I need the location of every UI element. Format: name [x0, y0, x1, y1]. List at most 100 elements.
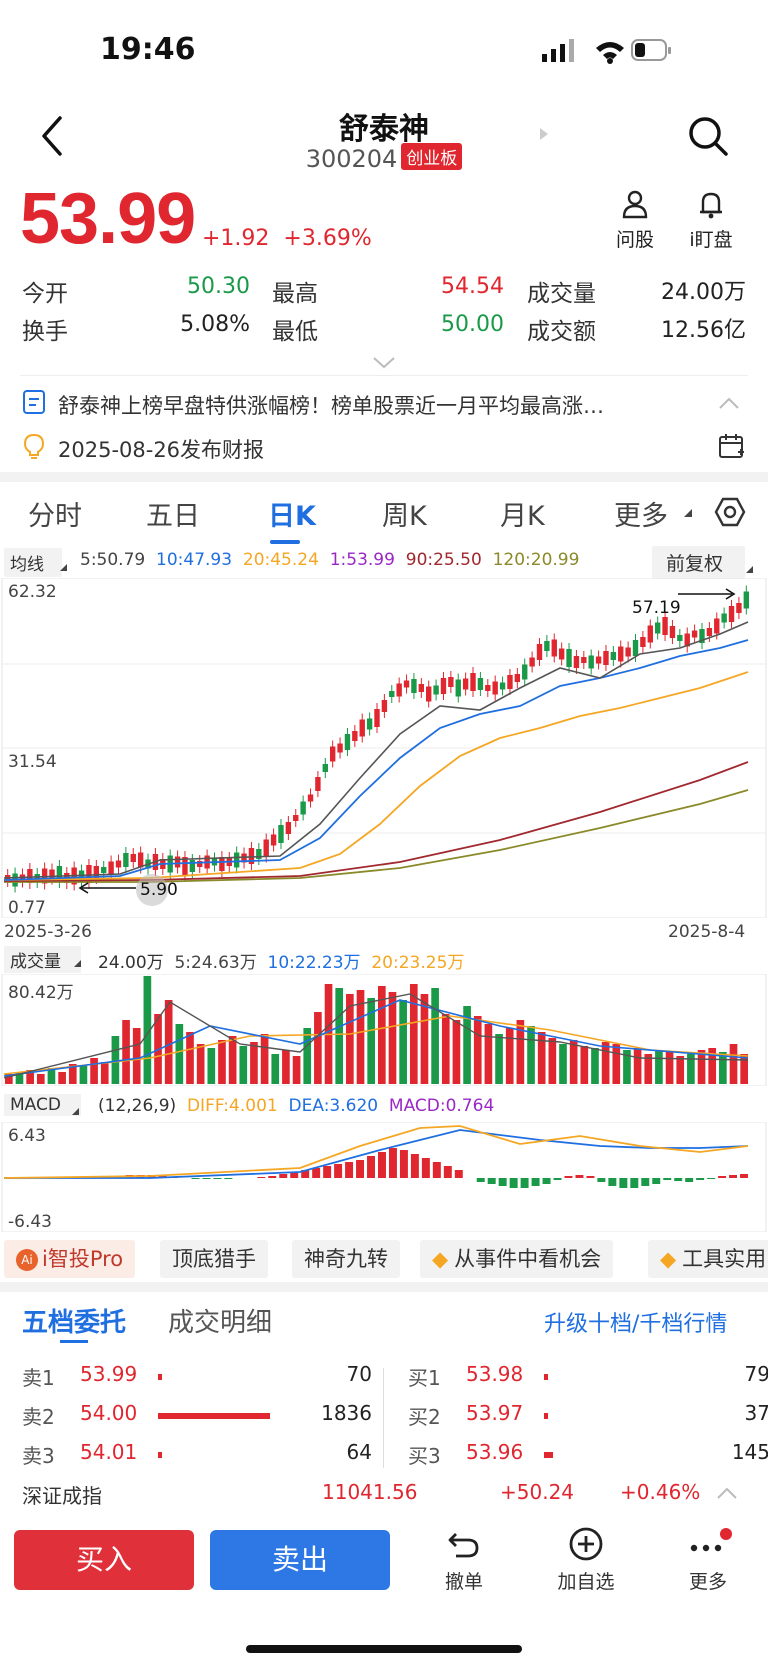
- volume-chart[interactable]: [0, 974, 768, 1086]
- high-label: 最高: [272, 281, 318, 307]
- buy-row[interactable]: 买2 53.97 37: [408, 1401, 768, 1431]
- cancel-order-button[interactable]: 撤单: [424, 1526, 504, 1594]
- volume-bar: [314, 1012, 322, 1084]
- volume-bar: [250, 1042, 258, 1084]
- active-tab-underline: [270, 540, 300, 544]
- add-watchlist-button[interactable]: 加自选: [546, 1526, 626, 1594]
- candle-body: [618, 646, 624, 662]
- tab-five-level-orders[interactable]: 五档委托: [22, 1308, 127, 1338]
- tab-trade-details[interactable]: 成交明细: [168, 1308, 273, 1338]
- ask-stock-button[interactable]: 问股: [600, 188, 670, 252]
- buy-button[interactable]: 买入: [14, 1530, 194, 1590]
- stock-code: 300204: [305, 145, 398, 173]
- calendar-icon[interactable]: [718, 432, 746, 460]
- volume-bar: [292, 1056, 301, 1084]
- volume-selector[interactable]: 成交量: [4, 946, 81, 973]
- search-icon[interactable]: [686, 114, 730, 158]
- chip-zhitou-pro[interactable]: Ai i智投Pro: [4, 1240, 136, 1278]
- macd-selector[interactable]: MACD: [4, 1094, 81, 1116]
- tab-daily-k[interactable]: 日K: [268, 501, 316, 532]
- tab-monthly-k[interactable]: 月K: [500, 501, 545, 532]
- buy-price: 53.96: [466, 1440, 524, 1464]
- candle-body: [278, 825, 284, 843]
- kline-chart[interactable]: [0, 578, 768, 918]
- sell-quantity: 1836: [321, 1401, 372, 1425]
- candle-body: [714, 618, 720, 634]
- macd-params: (12,26,9): [98, 1096, 177, 1116]
- report-notice[interactable]: 2025-08-26发布财报: [58, 438, 265, 462]
- news-headline[interactable]: 舒泰神上榜早盘特供涨幅榜！榜单股票近一月平均最高涨…: [58, 394, 604, 418]
- index-name[interactable]: 深证成指: [22, 1484, 102, 1508]
- buy-level: 买1: [408, 1366, 441, 1390]
- volume-bar: [452, 1020, 461, 1084]
- macd-diff: DIFF:4.001: [186, 1096, 278, 1116]
- candle-body: [219, 857, 225, 871]
- chip-event-opportunity[interactable]: ◆ 从事件中看机会: [420, 1240, 614, 1278]
- open-value: 50.30: [187, 274, 250, 299]
- adjust-selector[interactable]: 前复权: [652, 546, 746, 579]
- macd-dea: DEA:3.620: [288, 1096, 379, 1116]
- volume-bar: [409, 984, 418, 1084]
- settings-hexagon-icon[interactable]: [714, 496, 746, 528]
- macd-values: (12,26,9) DIFF:4.001 DEA:3.620 MACD:0.76…: [98, 1096, 494, 1116]
- watch-alert-button[interactable]: i盯盘: [676, 188, 746, 252]
- volume-bar: [420, 994, 429, 1084]
- volume-bar: [569, 1040, 578, 1084]
- candlesticks: [5, 585, 749, 893]
- macd-chart[interactable]: [0, 1122, 768, 1232]
- lightbulb-icon: [23, 433, 45, 459]
- buy-row[interactable]: 买3 53.96 145: [408, 1440, 768, 1470]
- collapse-news-icon[interactable]: [718, 396, 740, 410]
- volume-bar: [473, 1016, 482, 1084]
- ma-selector[interactable]: 均线: [4, 548, 62, 577]
- back-icon[interactable]: [34, 112, 74, 160]
- ma-values: 5:50.79 10:47.93 20:45.24 1:53.99 90:25.…: [80, 550, 579, 570]
- tab-five-day[interactable]: 五日: [146, 501, 200, 532]
- volume-bar: [441, 1014, 450, 1084]
- volume-bar: [527, 1026, 535, 1084]
- chip-nine-turn[interactable]: 神奇九转: [292, 1240, 400, 1278]
- index-collapse-icon[interactable]: [716, 1486, 738, 1500]
- next-stock-icon[interactable]: [538, 126, 550, 142]
- buy-volume-bar: [544, 1413, 548, 1419]
- chip-tools[interactable]: ◆ 工具实用: [648, 1240, 768, 1278]
- volume-bar: [676, 1056, 685, 1084]
- upgrade-quotes-link[interactable]: 升级十档/千档行情: [544, 1312, 728, 1337]
- buy-row[interactable]: 买1 53.98 79: [408, 1362, 768, 1392]
- candle-body: [101, 867, 107, 873]
- more-button[interactable]: 更多: [668, 1526, 748, 1594]
- candle-body: [270, 834, 277, 846]
- index-change: +50.24: [500, 1480, 575, 1504]
- candle-body: [403, 680, 410, 688]
- macd-bar: [740, 1174, 748, 1178]
- candle-body: [603, 651, 609, 665]
- macd-bar: [191, 1178, 200, 1179]
- volume-now: 24.00万: [98, 953, 164, 973]
- macd-bar: [410, 1154, 419, 1178]
- sell-row[interactable]: 卖2 54.00 1836: [22, 1401, 372, 1431]
- current-price: 53.99: [20, 179, 196, 259]
- chip-bottom-hunter[interactable]: 顶底猎手: [160, 1240, 268, 1278]
- volume-bar: [218, 1040, 226, 1084]
- tab-weekly-k[interactable]: 周K: [382, 501, 427, 532]
- sell-row[interactable]: 卖1 53.99 70: [22, 1362, 372, 1392]
- wifi-icon: [596, 42, 624, 64]
- news-doc-icon: [23, 390, 45, 414]
- person-ask-icon: [622, 190, 648, 219]
- macd-histogram: [92, 1148, 748, 1188]
- status-time: 19:46: [100, 32, 196, 67]
- candle-body: [625, 647, 631, 657]
- section-gap: [0, 472, 768, 482]
- tab-more[interactable]: 更多: [614, 501, 668, 532]
- candle-body: [130, 854, 136, 862]
- candle-body: [499, 682, 506, 690]
- volume-bar: [644, 1054, 653, 1084]
- candle-body: [256, 849, 262, 859]
- tab-intraday[interactable]: 分时: [28, 501, 82, 532]
- macd-bar: [257, 1177, 266, 1178]
- candle-body: [448, 677, 454, 687]
- expand-stats-icon[interactable]: [372, 356, 396, 370]
- sell-button[interactable]: 卖出: [210, 1530, 390, 1590]
- sell-row[interactable]: 卖3 54.01 64: [22, 1440, 372, 1470]
- volume-bar: [537, 1032, 546, 1084]
